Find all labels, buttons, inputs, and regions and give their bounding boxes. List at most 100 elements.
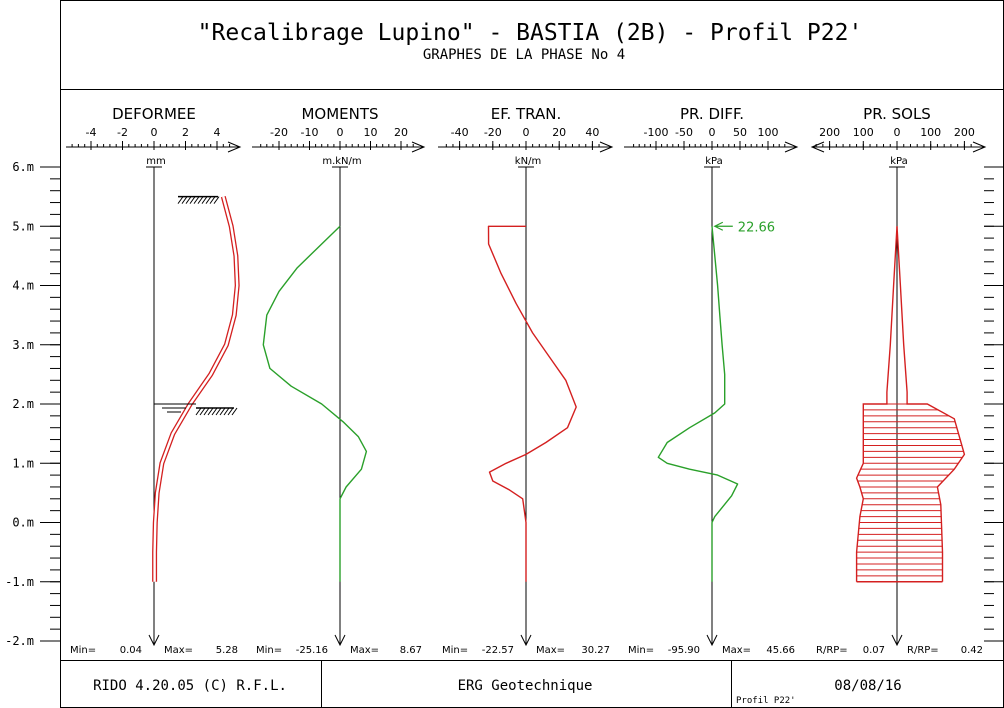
x-tick-label: -40 (451, 126, 469, 139)
chart-title: EF. TRAN. (491, 105, 561, 123)
min-value: -25.16 (296, 645, 328, 656)
x-tick-label: 0 (523, 126, 530, 139)
x-tick-label: -20 (484, 126, 502, 139)
x-axis-arrow (599, 141, 614, 153)
x-axis-arrow-left (810, 141, 825, 153)
x-tick-label: 100 (758, 126, 779, 139)
x-axis-arrow (411, 141, 426, 153)
min-value: 0.04 (120, 645, 142, 656)
ground-surface-bottom-hatch (203, 407, 210, 416)
x-tick-label: 0 (151, 126, 158, 139)
min-value: -22.57 (482, 645, 514, 656)
min-label: R/RP= (816, 645, 848, 656)
unit-label: kPa (890, 156, 908, 167)
series-line (657, 226, 739, 582)
depth-tick-label: 3.m (12, 338, 34, 352)
ground-surface-bottom-hatch (207, 407, 214, 416)
ground-surface-top-hatch (181, 196, 188, 204)
chart-panel-4: PR. DIFF. -100 -50 0 50 100 kPa 22.66 Min= -95.90… (624, 105, 799, 656)
min-value: -95.90 (668, 645, 700, 656)
x-tick-label: -4 (86, 126, 97, 139)
ground-surface-bottom-hatch (215, 407, 222, 416)
min-label: Min= (70, 645, 96, 656)
deformation-curve-outer (152, 195, 240, 582)
chart-title: PR. DIFF. (680, 105, 744, 123)
depth-tick-label: 1.m (12, 456, 34, 470)
ground-surface-top-hatch (197, 196, 204, 204)
max-value: 30.27 (581, 645, 610, 656)
chart-panel-2: MOMENTS -20 -10 0 10 20 m.kN/m Min= -25.16 Max= 8.… (252, 105, 426, 656)
date-label: 08/08/16 (834, 678, 901, 694)
zero-axis-arrow (334, 634, 346, 647)
max-value: 5.28 (216, 645, 238, 656)
ground-surface-top-hatch (209, 196, 216, 204)
company-label: ERG Geotechnique (458, 678, 593, 694)
zero-axis-arrow (891, 634, 903, 647)
software-label: RIDO 4.20.05 (C) R.F.L. (93, 678, 287, 694)
chart-panel-1: DEFORMEE -4 -2 0 2 4 mm Min= 0.04 Max= 5.28 (66, 105, 242, 656)
x-tick-label: 0 (709, 126, 716, 139)
annotation-arrow (713, 221, 733, 231)
ground-surface-top-hatch (201, 196, 208, 204)
zero-axis-arrow (706, 634, 718, 647)
depth-axis: 6.m 5.m 4.m 3.m 2.m 1.m 0.m -1.m -2.m (5, 160, 1004, 648)
x-tick-label: -10 (301, 126, 319, 139)
series-line (262, 225, 368, 582)
series-line (487, 225, 577, 582)
max-label: Max= (164, 645, 193, 656)
x-tick-label: -20 (270, 126, 288, 139)
max-value: 0.42 (961, 645, 983, 656)
annotation-label: 22.66 (738, 220, 775, 235)
x-tick-label: 100 (853, 126, 874, 139)
ground-surface-top-hatch (193, 196, 200, 204)
depth-tick-label: 4.m (12, 279, 34, 293)
ground-surface-top-hatch (185, 196, 192, 204)
chart-title: MOMENTS (301, 105, 378, 123)
unit-label: kN/m (515, 156, 541, 167)
x-tick-label: 200 (819, 126, 840, 139)
chart-panel-3: EF. TRAN. -40 -20 0 20 40 kN/m Min= -22.57 Max= 30… (438, 105, 614, 656)
min-label: Min= (628, 645, 654, 656)
plot-frame (60, 89, 1004, 661)
ground-surface-bottom-hatch (227, 407, 234, 416)
x-tick-label: 100 (920, 126, 941, 139)
max-label: Max= (536, 645, 565, 656)
x-axis-arrow (227, 141, 242, 153)
x-tick-label: 50 (733, 126, 747, 139)
x-tick-label: -50 (675, 126, 693, 139)
max-label: R/RP= (907, 645, 939, 656)
sheet-subtitle: GRAPHES DE LA PHASE No 4 (423, 47, 625, 63)
ground-surface-top-hatch (177, 196, 184, 204)
min-label: Min= (256, 645, 282, 656)
chart-panel-5: PR. SOLS 200 100 0 100 200 kPa R/RP= 0.07 R/RP= 0.… (810, 105, 987, 656)
sheet-title: "Recalibrage Lupino" - BASTIA (2B) - Pro… (198, 20, 863, 46)
x-tick-label: 40 (585, 126, 599, 139)
x-tick-label: 200 (954, 126, 975, 139)
unit-label: m.kN/m (322, 156, 361, 167)
max-label: Max= (722, 645, 751, 656)
depth-tick-label: 0.m (12, 516, 34, 530)
x-tick-label: 20 (394, 126, 408, 139)
x-tick-label: 0 (894, 126, 901, 139)
x-tick-label: 4 (214, 126, 221, 139)
depth-tick-label: -2.m (5, 634, 34, 648)
ground-surface-bottom-hatch (195, 407, 202, 416)
min-label: Min= (442, 645, 468, 656)
x-tick-label: 20 (552, 126, 566, 139)
unit-label: mm (146, 156, 165, 167)
ground-surface-bottom-hatch (231, 407, 238, 416)
min-value: 0.07 (863, 645, 885, 656)
ground-surface-bottom-hatch (211, 407, 218, 416)
depth-tick-label: -1.m (5, 575, 34, 589)
ground-surface-top-hatch (213, 196, 220, 204)
chart-title: PR. SOLS (863, 105, 931, 123)
x-tick-label: 2 (182, 126, 189, 139)
max-value: 8.67 (400, 645, 422, 656)
ground-surface-bottom-hatch (219, 407, 226, 416)
ground-surface-bottom-hatch (199, 407, 206, 416)
ground-surface-top-hatch (205, 196, 212, 204)
ground-surface-bottom-hatch (223, 407, 230, 416)
x-tick-label: 10 (364, 126, 378, 139)
